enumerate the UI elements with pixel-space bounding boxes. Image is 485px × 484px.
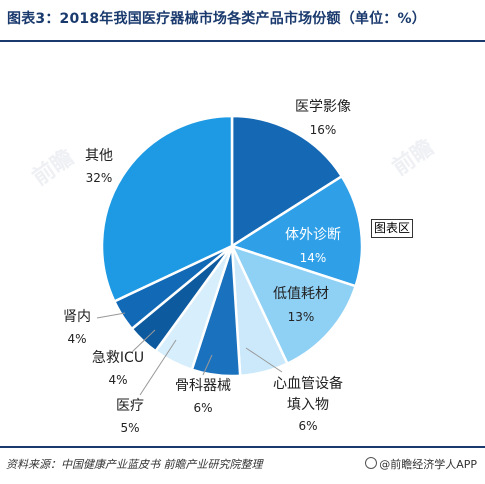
slice-value-label: 6% <box>193 401 212 415</box>
slice-value-label: 5% <box>120 421 139 435</box>
chart-title: 图表3：2018年我国医疗器械市场各类产品市场份额（单位：%） <box>7 11 426 27</box>
slice-value-label: 32% <box>86 171 113 185</box>
slice-value-label: 14% <box>300 251 327 265</box>
leader-line <box>202 354 213 376</box>
leader-line <box>96 312 126 319</box>
slice-value-label: 4% <box>108 373 127 387</box>
chart-area-badge: 图表区 <box>371 219 414 238</box>
slice-name: 心血管设备 <box>273 375 343 392</box>
slice-value-label: 6% <box>298 419 317 433</box>
slice-value-label: 4% <box>67 332 86 346</box>
source-note: 资料来源：中国健康产业蓝皮书 前瞻产业研究院整理 <box>6 458 263 471</box>
leader-line <box>131 329 156 353</box>
title-divider <box>0 40 485 42</box>
slice-name: 填入物 <box>287 397 329 413</box>
slice-name: 肾内 <box>63 309 91 325</box>
brand-mark: @前瞻经济学人APP <box>365 456 477 472</box>
brand-text: @前瞻经济学人APP <box>379 458 477 471</box>
slice-name: 急救ICU <box>92 350 144 366</box>
slice-name: 其他 <box>85 148 113 164</box>
leader-line <box>139 339 177 396</box>
pie-slice <box>230 114 344 249</box>
slice-name: 医学影像 <box>295 99 351 115</box>
leader-line <box>245 347 283 373</box>
slice-name: 体外诊断 <box>285 227 341 243</box>
pie-slice <box>229 243 358 366</box>
slice-value-label: 13% <box>288 310 315 324</box>
slice-value-label: 16% <box>310 123 337 137</box>
footer-divider <box>0 446 485 448</box>
slice-name: 低值耗材 <box>273 286 329 302</box>
pie-slice <box>100 114 234 304</box>
slice-name: 医疗 <box>116 398 144 414</box>
slice-name: 骨科器械 <box>175 378 231 394</box>
brand-icon <box>365 457 378 469</box>
pie-slice <box>229 174 364 288</box>
